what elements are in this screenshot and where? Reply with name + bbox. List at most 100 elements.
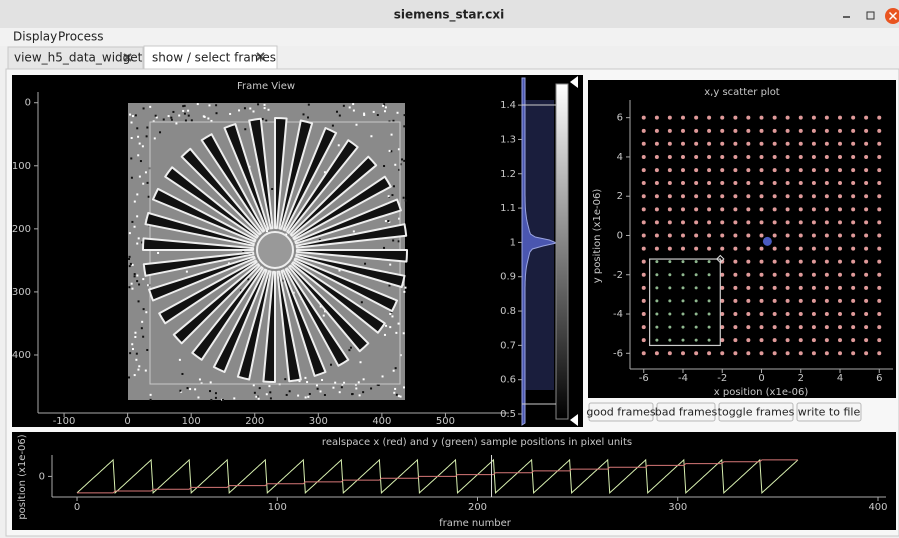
scatter-point[interactable]: [773, 168, 777, 172]
scatter-point[interactable]: [851, 351, 855, 355]
scatter-point[interactable]: [812, 142, 816, 146]
scatter-point[interactable]: [825, 273, 829, 277]
scatter-point[interactable]: [877, 286, 881, 290]
scatter-point[interactable]: [760, 181, 764, 185]
scatter-point[interactable]: [733, 233, 737, 237]
scatter-point[interactable]: [838, 194, 842, 198]
scatter-point[interactable]: [681, 116, 685, 120]
scatter-point[interactable]: [851, 233, 855, 237]
scatter-point[interactable]: [733, 168, 737, 172]
scatter-point[interactable]: [694, 181, 698, 185]
scatter-point[interactable]: [668, 260, 671, 263]
scatter-point[interactable]: [655, 155, 659, 159]
scatter-point[interactable]: [681, 220, 685, 224]
scatter-point[interactable]: [851, 273, 855, 277]
scatter-point[interactable]: [825, 181, 829, 185]
scatter-point[interactable]: [655, 168, 659, 172]
scatter-point[interactable]: [851, 155, 855, 159]
scatter-point[interactable]: [668, 207, 672, 211]
scatter-point[interactable]: [746, 312, 750, 316]
scatter-point[interactable]: [877, 181, 881, 185]
scatter-point[interactable]: [655, 313, 658, 316]
scatter-point[interactable]: [812, 299, 816, 303]
button-label[interactable]: write to file: [798, 406, 861, 419]
scatter-point[interactable]: [655, 129, 659, 133]
scatter-point[interactable]: [708, 273, 711, 276]
scatter-point[interactable]: [655, 351, 659, 355]
scatter-point[interactable]: [786, 299, 790, 303]
scatter-point[interactable]: [838, 129, 842, 133]
scatter-point[interactable]: [668, 129, 672, 133]
scatter-point[interactable]: [733, 129, 737, 133]
scatter-point[interactable]: [877, 299, 881, 303]
scatter-point[interactable]: [838, 351, 842, 355]
scatter-point[interactable]: [733, 273, 737, 277]
scatter-point[interactable]: [864, 207, 868, 211]
scatter-point[interactable]: [681, 207, 685, 211]
tab-label[interactable]: show / select frames: [152, 51, 276, 65]
scatter-point[interactable]: [707, 351, 711, 355]
scatter-point[interactable]: [642, 338, 646, 342]
scatter-point[interactable]: [708, 260, 711, 263]
scatter-point[interactable]: [864, 273, 868, 277]
scatter-point[interactable]: [799, 155, 803, 159]
tab-label[interactable]: view_h5_data_widget: [14, 51, 143, 65]
scatter-point[interactable]: [708, 313, 711, 316]
scatter-point[interactable]: [668, 247, 672, 251]
scatter-point[interactable]: [773, 220, 777, 224]
scatter-point[interactable]: [851, 220, 855, 224]
scatter-point[interactable]: [838, 116, 842, 120]
scatter-point[interactable]: [877, 247, 881, 251]
scatter-point[interactable]: [877, 325, 881, 329]
scatter-point[interactable]: [642, 116, 646, 120]
scatter-point[interactable]: [746, 247, 750, 251]
scatter-point[interactable]: [838, 260, 842, 264]
scatter-point[interactable]: [773, 247, 777, 251]
scatter-point[interactable]: [799, 220, 803, 224]
scatter-point[interactable]: [668, 155, 672, 159]
scatter-point[interactable]: [720, 129, 724, 133]
scatter-point[interactable]: [760, 338, 764, 342]
scatter-point[interactable]: [825, 168, 829, 172]
scatter-point[interactable]: [812, 312, 816, 316]
scatter-point[interactable]: [825, 116, 829, 120]
scatter-point[interactable]: [877, 233, 881, 237]
scatter-point[interactable]: [851, 129, 855, 133]
scatter-point[interactable]: [786, 194, 790, 198]
scatter-point[interactable]: [668, 351, 672, 355]
scatter-point[interactable]: [864, 116, 868, 120]
scatter-point[interactable]: [812, 168, 816, 172]
scatter-point[interactable]: [825, 351, 829, 355]
scatter-point[interactable]: [864, 299, 868, 303]
scatter-point[interactable]: [877, 194, 881, 198]
scatter-point[interactable]: [812, 260, 816, 264]
scatter-point[interactable]: [773, 194, 777, 198]
scatter-point[interactable]: [746, 351, 750, 355]
scatter-point[interactable]: [720, 168, 724, 172]
scatter-point[interactable]: [877, 351, 881, 355]
scatter-point[interactable]: [720, 351, 724, 355]
scatter-point[interactable]: [877, 129, 881, 133]
scatter-point[interactable]: [733, 351, 737, 355]
scatter-point[interactable]: [838, 312, 842, 316]
scatter-point[interactable]: [851, 142, 855, 146]
highlight-point[interactable]: [763, 237, 772, 246]
scatter-point[interactable]: [786, 273, 790, 277]
scatter-point[interactable]: [773, 338, 777, 342]
scatter-point[interactable]: [668, 339, 671, 342]
scatter-point[interactable]: [668, 181, 672, 185]
scatter-point[interactable]: [851, 299, 855, 303]
scatter-point[interactable]: [694, 194, 698, 198]
scatter-point[interactable]: [877, 338, 881, 342]
scatter-point[interactable]: [707, 168, 711, 172]
scatter-point[interactable]: [681, 155, 685, 159]
scatter-point[interactable]: [655, 207, 659, 211]
scatter-point[interactable]: [694, 142, 698, 146]
scatter-point[interactable]: [733, 260, 737, 264]
scatter-point[interactable]: [746, 168, 750, 172]
scatter-point[interactable]: [864, 181, 868, 185]
scatter-point[interactable]: [799, 207, 803, 211]
scatter-point[interactable]: [760, 260, 764, 264]
scatter-point[interactable]: [786, 247, 790, 251]
scatter-point[interactable]: [786, 351, 790, 355]
